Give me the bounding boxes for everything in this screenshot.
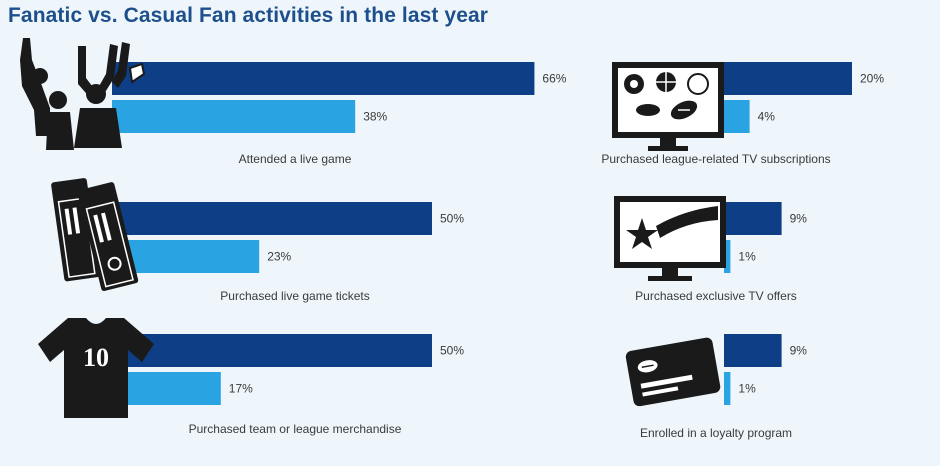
bar-series1 [112,62,535,95]
bar-series1 [724,334,782,367]
bars-layer [112,62,852,405]
bar-series2 [724,240,731,273]
bar-value-label: 17% [229,382,253,396]
bar-value-label: 9% [790,344,808,358]
bar-value-label: 66% [542,72,566,86]
bar-series2 [112,372,221,405]
cheering-fans-icon [20,38,146,150]
bar-value-label: 38% [363,110,387,124]
bar-series1 [112,334,432,367]
category-label: Purchased league-related TV subscription… [601,152,830,166]
bar-series1 [724,62,852,95]
bar-series2 [724,100,750,133]
tv-sports-balls-icon [612,62,724,151]
category-label: Attended a live game [239,152,352,166]
chart-title: Fanatic vs. Casual Fan activities in the… [8,4,489,27]
tv-star-icon [614,196,726,281]
bar-value-label: 1% [738,250,756,264]
bar-series1 [724,202,782,235]
bar-value-label: 20% [860,72,884,86]
bar-value-label: 9% [790,212,808,226]
jersey-number: 10 [83,343,109,372]
bar-series2 [724,372,731,405]
bar-series2 [112,240,260,273]
labels-layer: 66% 38% Attended a live game 50% 23% Purchase… [189,72,885,441]
category-label: Enrolled in a loyalty program [640,426,792,440]
tickets-icon [51,178,139,292]
jersey-icon: 10 [38,318,154,418]
bar-value-label: 1% [738,382,756,396]
category-label: Purchased exclusive TV offers [635,289,797,303]
bar-value-label: 50% [440,212,464,226]
bar-series2 [112,100,356,133]
bar-value-label: 50% [440,344,464,358]
loyalty-card-icon [625,337,721,407]
category-label: Purchased live game tickets [220,289,369,303]
bar-series1 [112,202,432,235]
bar-value-label: 23% [267,250,291,264]
bar-value-label: 4% [758,110,776,124]
category-label: Purchased team or league merchandise [189,422,402,436]
